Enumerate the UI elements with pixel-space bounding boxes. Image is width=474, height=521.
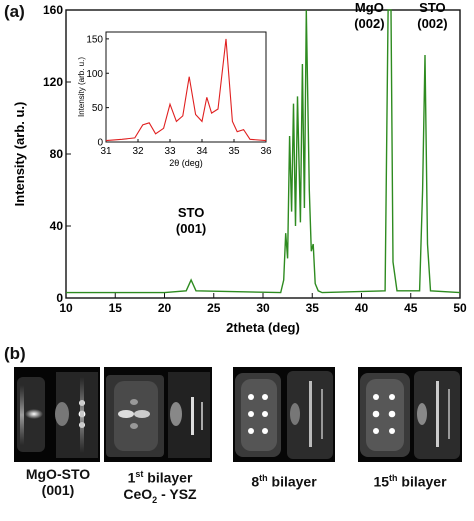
rheed-image-mgo-sto	[14, 367, 100, 462]
annotation-line1: STO	[178, 205, 205, 220]
main-axes: 10 15 20 25 30 35 40 45 50 0 40 80 120 160	[43, 3, 467, 315]
main-x-axis-label: 2theta (deg)	[226, 320, 300, 335]
annotation-line2: (002)	[417, 16, 447, 31]
caption-8th-bilayer: 8th bilayer	[228, 470, 340, 490]
caption-8th-sup: th	[259, 473, 268, 483]
main-x-tick-label: 45	[404, 301, 418, 315]
main-annotations: STO(001)MgO(002)STO(002)	[176, 0, 448, 236]
annotation-line1: MgO	[355, 0, 384, 15]
main-series-line	[66, 9, 461, 294]
main-x-tick-label: 25	[207, 301, 221, 315]
main-x-tick-label: 40	[355, 301, 369, 315]
caption-mgo-sto: MgO-STO (001)	[8, 466, 108, 498]
inset-x-tick-label: 32	[132, 146, 144, 157]
caption-1st-sub: 2	[152, 494, 158, 505]
main-x-tick-label: 15	[109, 301, 123, 315]
rheed-image-1st-bilayer	[104, 367, 212, 462]
panel-a-label: (a)	[4, 2, 25, 21]
inset-y-tick-label: 50	[92, 103, 104, 114]
main-x-tick-label: 35	[306, 301, 320, 315]
main-y-tick-label: 160	[43, 3, 63, 17]
inset-xrd-chart: 31 32 33 34 35 36 0 50 100 150 2θ (deg) Intensity…	[76, 28, 272, 174]
annotation-line2: (001)	[176, 221, 206, 236]
caption-1st-ordinal: 1	[127, 469, 136, 486]
inset-x-tick-label: 36	[260, 146, 272, 157]
inset-axes: 31 32 33 34 35 36 0 50 100 150	[86, 31, 272, 157]
caption-mgo-sto-line2: (001)	[41, 482, 75, 498]
inset-x-tick-label: 33	[164, 146, 176, 157]
main-x-tick-label: 20	[158, 301, 172, 315]
inset-y-tick-label: 0	[97, 138, 103, 149]
main-x-tick-label: 50	[453, 301, 467, 315]
main-xrd-chart: 10 15 20 25 30 35 40 45 50 0 40 80 120 160 2theta (de…	[12, 0, 467, 335]
inset-y-tick-label: 150	[86, 34, 103, 45]
caption-8th-rest: bilayer	[267, 473, 317, 490]
main-y-tick-label: 80	[50, 147, 64, 161]
main-y-axis-label: Intensity (arb. u.)	[12, 102, 27, 207]
caption-1st-line2b: - YSZ	[157, 485, 197, 502]
panel-b-label: (b)	[4, 344, 26, 363]
caption-15th-bilayer: 15th bilayer	[354, 470, 466, 490]
inset-background	[76, 28, 272, 174]
inset-x-tick-label: 34	[196, 146, 208, 157]
caption-1st-sup: st	[135, 469, 144, 479]
caption-1st-bilayer: 1st bilayer CeO2 - YSZ	[104, 466, 216, 507]
caption-15th-sup: th	[389, 473, 398, 483]
main-y-tick-label: 120	[43, 75, 63, 89]
inset-y-tick-label: 100	[86, 69, 103, 80]
main-x-tick-label: 10	[59, 301, 73, 315]
caption-1st-line2a: CeO	[123, 485, 153, 502]
inset-series-line	[105, 38, 267, 142]
caption-mgo-sto-line1: MgO-STO	[25, 466, 91, 482]
main-y-tick-label: 40	[50, 219, 64, 233]
inset-plot-frame	[105, 31, 267, 143]
main-y-tick-label: 0	[56, 291, 63, 305]
caption-15th-rest: bilayer	[397, 473, 447, 490]
caption-1st-rest: bilayer	[143, 469, 193, 486]
inset-x-tick-label: 35	[228, 146, 240, 157]
inset-x-tick-label: 31	[100, 146, 112, 157]
inset-y-axis-label: Intensity (arb. u.)	[77, 57, 86, 117]
rheed-image-8th-bilayer	[233, 367, 335, 462]
main-x-tick-label: 30	[256, 301, 270, 315]
caption-15th-ordinal: 15	[373, 473, 390, 490]
inset-x-axis-label: 2θ (deg)	[169, 158, 203, 168]
rheed-image-15th-bilayer	[358, 367, 462, 462]
annotation-line2: (002)	[354, 16, 384, 31]
annotation-line1: STO	[419, 0, 446, 15]
caption-8th-ordinal: 8	[251, 473, 260, 490]
